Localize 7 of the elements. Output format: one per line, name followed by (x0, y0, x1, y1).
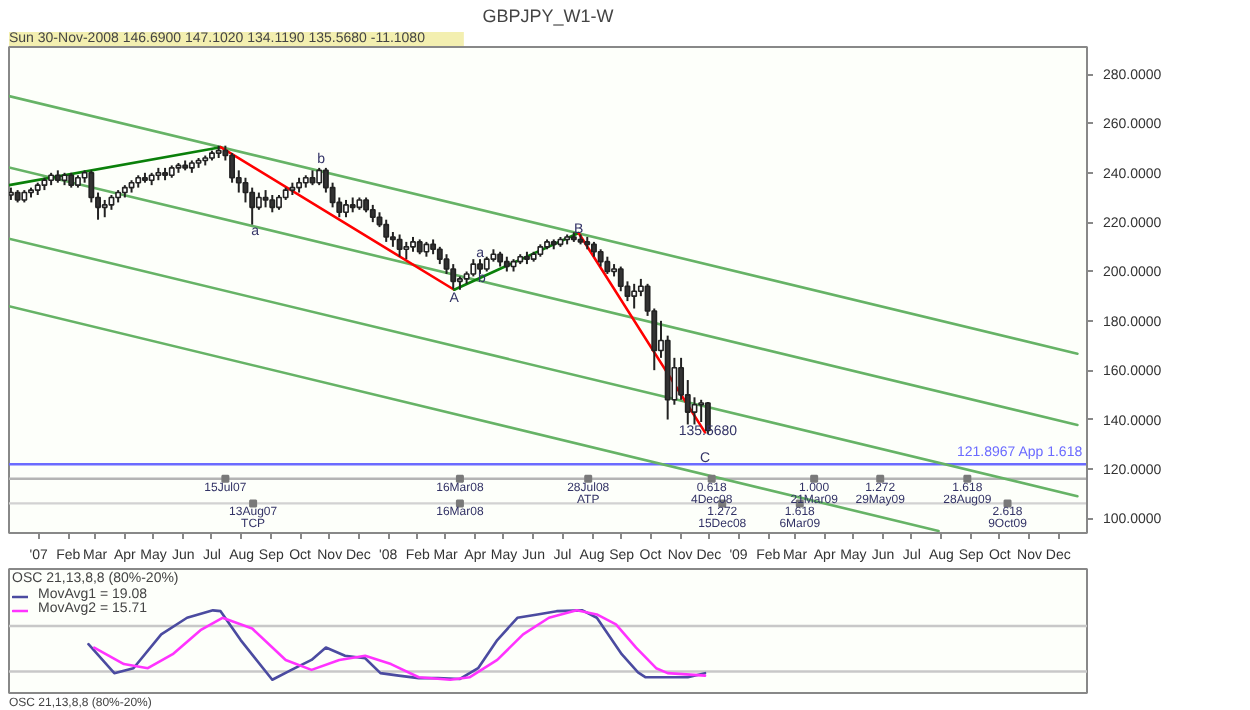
candlestick (631, 282, 638, 310)
candlestick (698, 398, 705, 423)
candlestick (383, 218, 390, 243)
chart-title: GBPJPY_W1-W (482, 6, 615, 26)
candlestick (617, 265, 624, 293)
candlestick (396, 233, 403, 258)
candlestick (249, 186, 256, 226)
